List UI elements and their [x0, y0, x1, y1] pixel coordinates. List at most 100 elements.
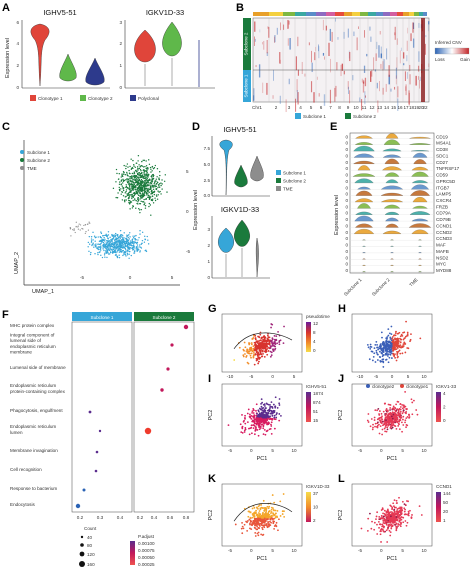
pca-point [273, 527, 275, 530]
panel-a-ytick: 3 [119, 20, 122, 25]
umap-point-tme [82, 228, 84, 230]
umap-point-tme [69, 227, 72, 229]
umap-point-subclone1 [107, 249, 110, 251]
umap-point-subclone2 [150, 179, 153, 181]
cnv-mark [396, 38, 398, 45]
panel-e-gene-label: CD19 [436, 134, 448, 139]
panel-d-gene-2: IGKV1D-33 [221, 205, 259, 214]
pca-point [379, 360, 382, 363]
panel-l-xtick: -5 [358, 548, 363, 553]
umap-point-subclone1 [132, 246, 135, 249]
cnv-mark [331, 31, 333, 42]
pca-point [401, 352, 404, 355]
pca-point [399, 524, 401, 526]
chromosome-band [326, 12, 335, 16]
panel-e-violin [385, 133, 399, 139]
pca-point [395, 506, 397, 509]
umap-point-subclone2 [150, 175, 152, 178]
cnv-mark [318, 44, 319, 52]
pca-point [263, 355, 266, 358]
umap-point-subclone2 [137, 203, 139, 205]
umap-point-subclone1 [103, 254, 106, 256]
pca-point [405, 524, 408, 527]
panel-f-term: Membrane invagination [10, 448, 58, 453]
umap-point-subclone1 [136, 250, 138, 252]
umap-point-subclone1 [120, 239, 123, 241]
umap-point-tme [87, 223, 89, 225]
pca-point [244, 346, 247, 349]
pca-point [260, 343, 263, 345]
umap-point-subclone2 [122, 178, 124, 181]
pca-point [387, 409, 389, 412]
pca-point [274, 347, 277, 350]
plot-frame [221, 483, 303, 547]
pca-point [374, 409, 377, 411]
pca-point [409, 338, 412, 341]
pca-point [380, 347, 383, 350]
cnv-mark [360, 99, 363, 111]
pca-point [269, 355, 272, 358]
pca-point [242, 348, 245, 351]
cnv-mark [373, 57, 375, 71]
pca-point [385, 344, 388, 347]
umap-point-subclone2 [137, 197, 139, 199]
cnv-mark [347, 28, 349, 38]
umap-point-subclone2 [137, 169, 139, 171]
pca-point [276, 407, 279, 409]
panel-e-ytick: 0 [345, 230, 348, 235]
cnv-mark [280, 59, 281, 65]
umap-point-subclone2 [126, 173, 128, 175]
cnv-mark [347, 81, 349, 90]
pca-point [275, 416, 278, 419]
pca-point [384, 353, 387, 356]
panel-e-ytick: 0 [345, 147, 348, 152]
pca-point [254, 334, 257, 337]
pca-point [410, 516, 413, 519]
umap-point-subclone1 [108, 242, 110, 244]
pca-point [407, 500, 409, 503]
umap-point-subclone2 [155, 188, 158, 190]
umap-point-subclone1 [116, 240, 119, 242]
cnv-mark [266, 40, 268, 54]
umap-point-subclone1 [139, 246, 142, 248]
umap-point-subclone2 [133, 183, 136, 186]
umap-point-subclone1 [125, 249, 127, 251]
pca-point [274, 396, 277, 399]
umap-point-subclone1 [109, 245, 112, 247]
umap-point-subclone1 [133, 252, 136, 254]
umap-point-subclone1 [133, 240, 135, 243]
pca-point [267, 339, 270, 342]
umap-point-subclone1 [107, 234, 110, 236]
pca-point [254, 535, 257, 537]
pca-point [274, 418, 277, 421]
umap-point-subclone2 [129, 165, 131, 168]
panel-f-header: Subclone 2 [153, 315, 176, 320]
panel-e-violin [408, 223, 432, 228]
pca-point [368, 358, 371, 361]
umap-point-subclone2 [130, 167, 133, 170]
pca-point [254, 518, 257, 521]
umap-point-subclone2 [135, 181, 138, 184]
pca-point [399, 335, 402, 338]
pca-point [393, 334, 396, 337]
umap-point-subclone2 [128, 169, 130, 172]
panel-a-legend-item: Clonotype 1 [38, 96, 63, 101]
panel-l-xtick: 5 [401, 548, 404, 553]
pca-point [251, 420, 254, 423]
chromosome-band [403, 12, 409, 16]
pca-point [264, 405, 266, 407]
pca-point [256, 532, 259, 535]
chromosome-band [397, 12, 403, 16]
pca-point [256, 415, 259, 417]
umap-point-subclone1 [105, 233, 107, 236]
pca-point [258, 335, 260, 338]
pca-point [258, 416, 261, 418]
pca-point [384, 402, 386, 405]
pca-point [379, 425, 382, 428]
pca-point [410, 398, 413, 401]
umap-point-subclone1 [124, 241, 127, 243]
umap-point-subclone2 [132, 184, 134, 186]
panel-h-xtick: 5 [407, 374, 410, 379]
panel-e-xlabel: Subclone 1 [343, 277, 363, 297]
cnv-mark [361, 78, 363, 83]
